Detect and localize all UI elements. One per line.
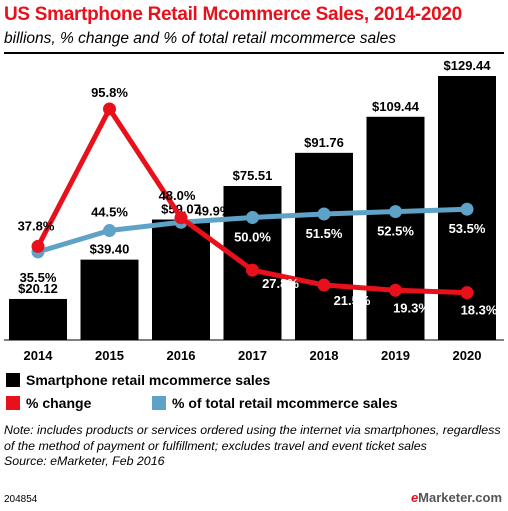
- legend-label-sales: Smartphone retail mcommerce sales: [26, 372, 271, 388]
- x-tick-2018: 2018: [310, 348, 339, 363]
- share-point-2019: [389, 205, 402, 219]
- change-point-2017: [246, 263, 259, 277]
- chart-plot: 2014 2015 2016 2017 2018 2019 2020 $20.12 $39.40…: [4, 58, 504, 363]
- bar-label-2017: $75.51: [233, 168, 273, 183]
- x-tick-2016: 2016: [167, 348, 196, 363]
- change-point-2014: [31, 239, 45, 253]
- x-tick-2015: 2015: [95, 348, 124, 363]
- bar-label-2018: $91.76: [304, 135, 344, 150]
- change-point-2019: [389, 283, 402, 297]
- bar-2015: [80, 259, 139, 340]
- bar-2019: [366, 116, 425, 340]
- share-label-2016: 48.0%: [159, 188, 196, 203]
- legend-swatch-sales: [6, 373, 20, 387]
- bar-2016: [152, 219, 210, 340]
- bar-label-2020: $129.44: [444, 58, 492, 73]
- bar-2018: [295, 152, 353, 340]
- bar-2017: [223, 185, 282, 340]
- legend-swatch-share: [152, 396, 166, 410]
- title-divider: [4, 52, 504, 54]
- change-label-2019: 19.3%: [393, 300, 430, 315]
- legend-label-share: % of total retail mcommerce sales: [172, 395, 398, 411]
- change-label-2020: 18.3%: [461, 303, 498, 318]
- share-label-2020: 53.5%: [449, 221, 486, 236]
- legend-item-share: % of total retail mcommerce sales: [152, 395, 398, 411]
- share-label-2017: 50.0%: [234, 230, 271, 245]
- share-label-2018: 51.5%: [306, 226, 343, 241]
- chart-title: US Smartphone Retail Mcommerce Sales, 20…: [4, 4, 462, 25]
- bar-label-2019: $109.44: [372, 99, 420, 114]
- legend-item-sales: Smartphone retail mcommerce sales: [6, 372, 270, 388]
- bar-label-2014: $20.12: [18, 281, 58, 296]
- bar-label-2015: $39.40: [90, 242, 130, 257]
- bar-2014: [9, 298, 67, 340]
- x-tick-2017: 2017: [238, 348, 267, 363]
- share-point-2018: [317, 207, 331, 221]
- change-label-2016: 49.9%: [195, 204, 232, 219]
- change-point-2015: [103, 102, 116, 116]
- source-text: Source: eMarketer, Feb 2016: [4, 454, 165, 468]
- share-label-2014: 35.5%: [20, 270, 57, 285]
- x-tick-2014: 2014: [24, 348, 54, 363]
- chart-subtitle: billions, % change and % of total retail…: [4, 30, 396, 47]
- legend-label-change: % change: [26, 395, 92, 411]
- x-tick-2020: 2020: [453, 348, 482, 363]
- change-point-2020: [460, 286, 474, 300]
- chart-id: 204854: [4, 494, 38, 505]
- emarketer-logo: eMarketer.com: [410, 490, 502, 505]
- change-label-2018: 21.5%: [334, 293, 371, 308]
- x-tick-2019: 2019: [381, 348, 410, 363]
- change-label-2015: 95.8%: [91, 85, 128, 100]
- share-point-2015: [103, 224, 116, 238]
- change-point-2018: [317, 278, 331, 292]
- change-label-2014: 37.8%: [18, 218, 55, 233]
- note-text: Note: includes products or services orde…: [4, 423, 501, 453]
- legend-item-change: % change: [6, 395, 91, 411]
- legend-swatch-change: [6, 396, 20, 410]
- share-point-2020: [460, 202, 474, 216]
- chart-note: Note: includes products or services orde…: [4, 423, 504, 470]
- share-label-2015: 44.5%: [91, 205, 128, 220]
- change-label-2017: 27.8%: [262, 276, 299, 291]
- share-label-2019: 52.5%: [377, 224, 414, 239]
- share-point-2017: [246, 211, 259, 224]
- change-point-2016: [174, 211, 188, 225]
